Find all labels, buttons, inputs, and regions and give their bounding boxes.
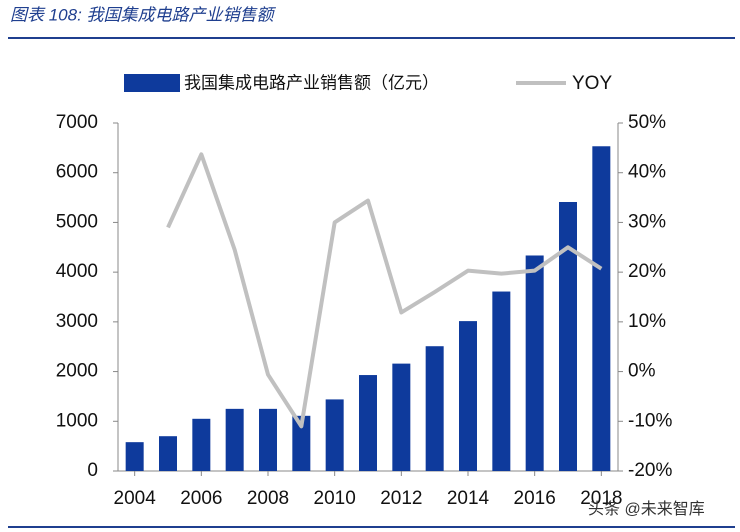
bar (159, 436, 177, 471)
y-tick-label: 0 (87, 460, 98, 481)
y-tick-label: 2000 (56, 361, 98, 382)
y2-tick-label: -10% (628, 410, 672, 431)
watermark: 头条 @未来智库 (588, 500, 705, 518)
y-tick-label: 3000 (56, 311, 98, 332)
x-tick-label: 2016 (514, 488, 556, 509)
bar (259, 408, 277, 471)
y-tick-label: 7000 (56, 112, 98, 133)
bar (125, 442, 144, 471)
bar (492, 291, 511, 471)
y-tick-label: 6000 (56, 162, 98, 183)
x-tick-label: 2012 (380, 488, 422, 509)
y2-tick-label: 50% (628, 112, 666, 133)
bar (359, 375, 377, 471)
x-tick-label: 2006 (180, 488, 222, 509)
legend-label: 我国集成电路产业销售额（亿元） (184, 73, 439, 92)
legend-swatch-bar (124, 74, 180, 92)
x-tick-label: 2014 (447, 488, 490, 509)
bar (225, 408, 244, 471)
y-tick-label: 1000 (56, 410, 98, 431)
y2-tick-label: -20% (628, 460, 672, 481)
bar (192, 418, 211, 471)
bar (592, 146, 611, 471)
y2-tick-label: 30% (628, 211, 666, 232)
bar (559, 201, 577, 471)
bar (525, 255, 544, 471)
x-tick-label: 2010 (314, 488, 356, 509)
bar (392, 363, 411, 471)
y-tick-label: 4000 (56, 261, 98, 282)
y2-tick-label: 0% (628, 361, 656, 382)
x-tick-label: 2008 (247, 488, 289, 509)
y2-tick-label: 40% (628, 162, 666, 183)
x-tick-label: 2004 (114, 488, 157, 509)
y2-tick-label: 10% (628, 311, 666, 332)
bar (459, 321, 477, 471)
bar (292, 415, 311, 471)
bar (425, 346, 444, 471)
page-title: 图表 108: 我国集成电路产业销售额 (10, 5, 277, 24)
x-tick-label: 2018 (580, 488, 622, 509)
bar (325, 399, 344, 471)
yoy-line (166, 152, 603, 429)
legend-label: YOY (572, 73, 612, 94)
y2-tick-label: 20% (628, 261, 666, 282)
y-tick-label: 5000 (56, 211, 98, 232)
